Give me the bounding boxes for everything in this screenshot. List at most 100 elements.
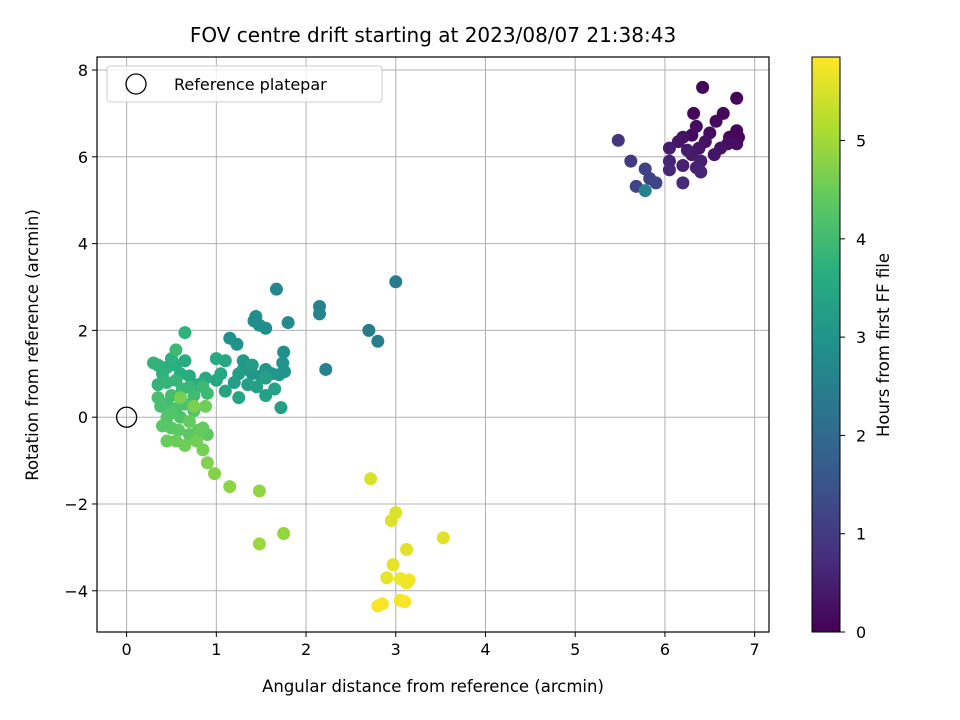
data-point xyxy=(662,141,676,155)
data-point xyxy=(227,375,241,389)
y-tick-label: 0 xyxy=(78,408,88,427)
colorbar-tick-label: 4 xyxy=(856,230,866,249)
data-point xyxy=(147,356,161,370)
plot-frame xyxy=(96,56,770,633)
data-point xyxy=(389,275,403,289)
legend-label: Reference platepar xyxy=(174,75,327,94)
data-point xyxy=(402,573,416,587)
data-points xyxy=(115,80,745,613)
colorbar-ticks: 0 1 2 3 4 5 xyxy=(840,132,866,642)
data-point xyxy=(671,135,685,149)
colorbar-tick-label: 1 xyxy=(856,525,866,544)
data-point xyxy=(624,154,638,168)
x-tick-label: 4 xyxy=(480,640,490,659)
data-point xyxy=(277,526,291,540)
data-point xyxy=(730,91,744,105)
data-point xyxy=(274,401,288,415)
data-point xyxy=(649,176,663,190)
data-point xyxy=(199,399,213,413)
data-point xyxy=(386,558,400,572)
data-point xyxy=(200,456,214,470)
data-point xyxy=(259,388,273,402)
data-point xyxy=(611,133,625,147)
colorbar-tick-label: 3 xyxy=(856,328,866,347)
chart-title: FOV centre drift starting at 2023/08/07 … xyxy=(190,23,676,47)
data-point xyxy=(638,184,652,198)
colorbar-tick-label: 5 xyxy=(856,132,866,151)
data-point xyxy=(680,143,694,157)
data-point xyxy=(214,367,228,381)
data-point xyxy=(208,467,222,481)
data-point xyxy=(268,382,282,396)
data-point xyxy=(252,484,266,498)
y-tick-label: 6 xyxy=(78,148,88,167)
y-tick-label: −4 xyxy=(64,582,88,601)
data-point xyxy=(380,571,394,585)
x-tick-label: 1 xyxy=(211,640,221,659)
legend-marker-icon xyxy=(125,73,147,95)
data-point xyxy=(172,423,186,437)
data-point xyxy=(160,434,174,448)
data-point xyxy=(182,415,196,429)
x-tick-label: 3 xyxy=(391,640,401,659)
x-tick-label: 2 xyxy=(301,640,311,659)
data-point xyxy=(178,438,192,452)
data-point xyxy=(730,137,744,151)
colorbar-gradient xyxy=(811,56,841,633)
x-tick-label: 6 xyxy=(660,640,670,659)
legend-box xyxy=(106,65,383,103)
data-point xyxy=(364,472,378,486)
y-tick-label: 2 xyxy=(78,321,88,340)
data-point xyxy=(277,345,291,359)
reference-marker xyxy=(115,406,138,428)
data-point xyxy=(676,158,690,172)
data-point xyxy=(709,114,723,128)
data-point xyxy=(196,443,210,457)
data-point xyxy=(196,421,210,435)
data-point xyxy=(398,595,412,609)
y-tick-label: −2 xyxy=(64,495,88,514)
data-point xyxy=(232,391,246,405)
colorbar-tick-label: 2 xyxy=(856,426,866,445)
data-point xyxy=(269,282,283,296)
data-point xyxy=(245,358,259,372)
y-axis-ticks: −4 −2 0 2 4 6 8 xyxy=(64,61,97,601)
data-point xyxy=(319,362,333,376)
legend: Reference platepar xyxy=(106,65,383,103)
colorbar: 0 1 2 3 4 5 Hours from first FF file xyxy=(811,56,893,642)
data-point xyxy=(151,391,165,405)
data-point xyxy=(687,106,701,120)
data-point xyxy=(696,80,710,94)
x-tick-label: 7 xyxy=(750,640,760,659)
data-point xyxy=(169,343,183,357)
x-tick-label: 0 xyxy=(122,640,132,659)
data-point xyxy=(313,307,327,321)
y-tick-label: 8 xyxy=(78,61,88,80)
data-point xyxy=(230,337,244,351)
data-point xyxy=(371,599,385,613)
data-point xyxy=(252,537,266,551)
x-tick-label: 5 xyxy=(570,640,580,659)
data-point xyxy=(250,380,264,394)
x-axis-title: Angular distance from reference (arcmin) xyxy=(262,677,604,696)
data-point xyxy=(400,543,414,557)
data-point xyxy=(371,334,385,348)
grid-lines xyxy=(97,57,769,632)
data-point xyxy=(362,323,376,337)
data-point xyxy=(178,326,192,340)
data-point xyxy=(281,316,295,330)
data-point xyxy=(259,371,273,385)
data-point xyxy=(200,386,214,400)
data-point xyxy=(694,165,708,179)
y-axis-title: Rotation from reference (arcmin) xyxy=(23,209,42,481)
data-point xyxy=(384,513,398,527)
data-point xyxy=(676,176,690,190)
data-point xyxy=(662,163,676,177)
data-point xyxy=(689,119,703,133)
data-point xyxy=(218,384,232,398)
data-point xyxy=(252,318,266,332)
data-point xyxy=(173,391,187,405)
data-point xyxy=(218,354,232,368)
y-tick-label: 4 xyxy=(78,235,88,254)
